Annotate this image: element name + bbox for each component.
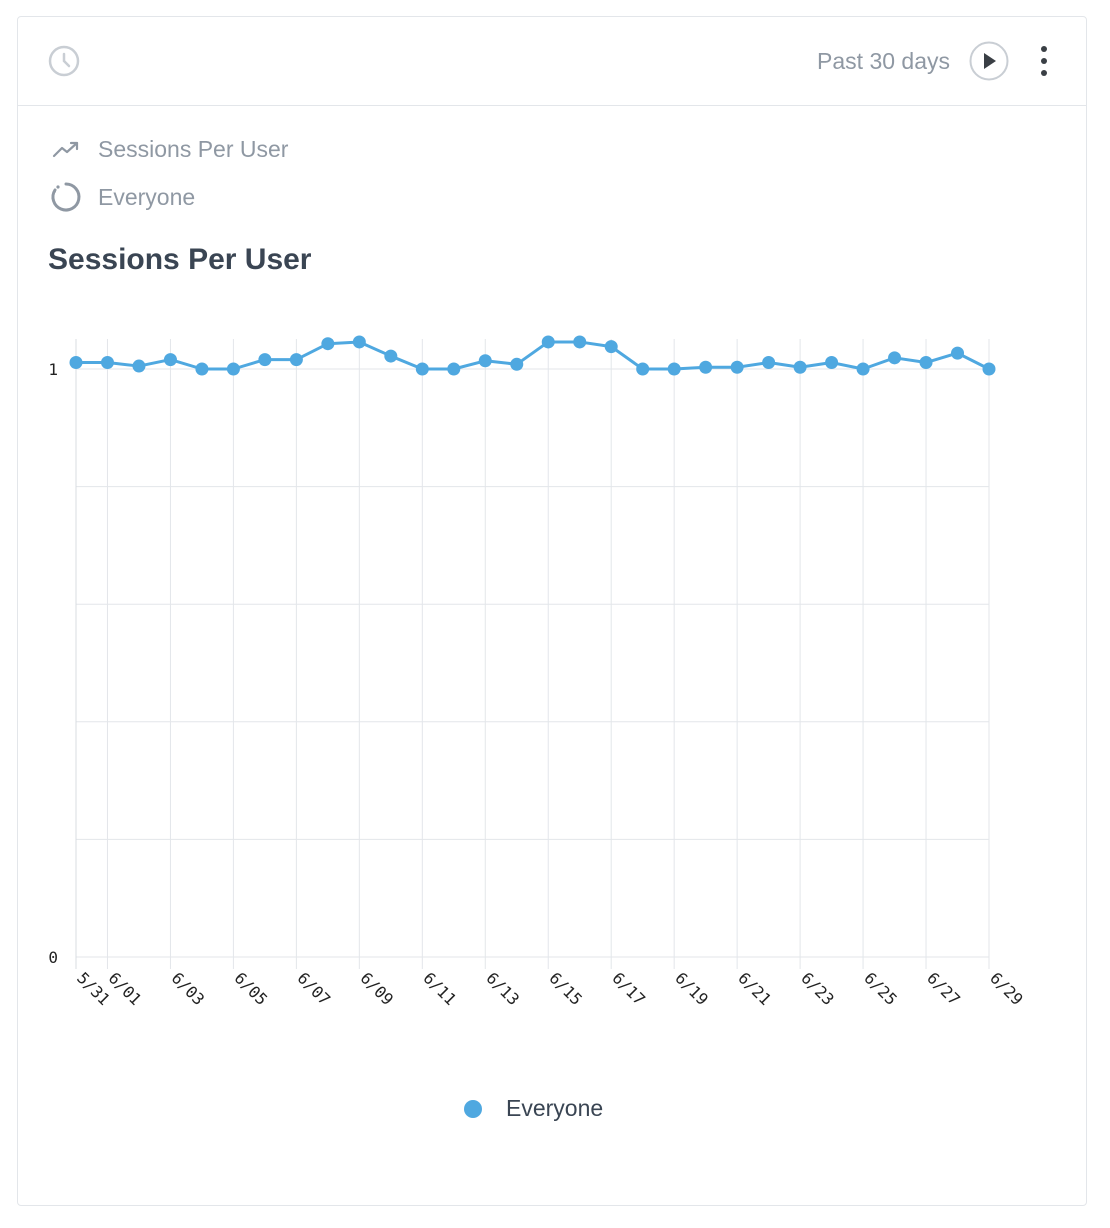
clock-icon[interactable] xyxy=(48,45,80,77)
data-point xyxy=(982,362,996,376)
data-point xyxy=(226,362,240,376)
y-tick-label: 0 xyxy=(48,948,58,967)
chart-legend[interactable]: Everyone xyxy=(464,1095,603,1122)
data-point xyxy=(573,335,587,349)
x-tick-label: 6/15 xyxy=(545,968,586,1009)
x-tick-label: 6/25 xyxy=(860,968,901,1009)
play-icon[interactable] xyxy=(969,41,1009,81)
data-point xyxy=(636,362,650,376)
x-tick-label: 6/23 xyxy=(797,968,838,1009)
data-point xyxy=(384,349,398,363)
data-point xyxy=(762,356,776,370)
x-tick-label: 6/17 xyxy=(608,968,649,1009)
data-point xyxy=(667,362,681,376)
x-axis-ticks: 5/316/01 6/03 6/05 6/07 6/09 6/11 6/13 6/15 6/17… xyxy=(73,968,1027,1009)
card-header: Past 30 days xyxy=(18,17,1086,106)
data-point xyxy=(888,351,902,365)
series-line xyxy=(76,340,990,371)
data-point xyxy=(163,353,177,367)
x-tick-label: 6/29 xyxy=(986,968,1027,1009)
data-point xyxy=(447,362,461,376)
data-point xyxy=(195,362,209,376)
data-point xyxy=(541,335,555,349)
x-tick-label: 6/11 xyxy=(419,968,460,1009)
data-point xyxy=(132,359,146,373)
data-point xyxy=(699,360,713,374)
x-tick-label: 6/07 xyxy=(294,968,335,1009)
x-tick-label: 5/31 xyxy=(73,968,114,1009)
data-point xyxy=(100,356,114,370)
series-everyone xyxy=(69,335,996,376)
data-point xyxy=(856,362,870,376)
metric-row: Sessions Per User xyxy=(48,131,288,167)
x-tick-label: 6/09 xyxy=(357,968,398,1009)
segment-label: Everyone xyxy=(98,183,196,210)
x-tick-label: 6/01 xyxy=(105,968,146,1009)
more-vertical-icon[interactable] xyxy=(1032,41,1056,81)
segment-circle-icon xyxy=(48,179,84,215)
segment-row: Everyone xyxy=(48,179,195,215)
x-tick-label: 6/27 xyxy=(923,968,964,1009)
data-point xyxy=(478,354,492,368)
data-point xyxy=(793,360,807,374)
data-point xyxy=(730,360,744,374)
x-tick-label: 6/13 xyxy=(482,968,523,1009)
data-point xyxy=(321,337,335,351)
trend-line-icon xyxy=(48,131,84,167)
x-tick-label: 6/21 xyxy=(734,968,775,1009)
data-point xyxy=(415,362,429,376)
data-point xyxy=(258,353,272,367)
x-tick-label: 6/05 xyxy=(231,968,272,1009)
chart-title: Sessions Per User xyxy=(48,243,312,276)
legend-label: Everyone xyxy=(506,1095,604,1121)
time-range-label[interactable]: Past 30 days xyxy=(817,48,950,74)
data-point xyxy=(951,346,965,360)
data-point xyxy=(289,353,303,367)
metric-label: Sessions Per User xyxy=(98,135,289,162)
line-chart: 01 5/316/01 6/03 6/05 6/07 6/09 6/11 6/13 6/15 6… xyxy=(48,335,1027,1009)
chart-grid xyxy=(75,339,990,969)
x-tick-label: 6/03 xyxy=(168,968,209,1009)
data-point xyxy=(604,340,618,354)
data-point xyxy=(919,356,933,370)
data-point xyxy=(352,335,366,349)
x-tick-label: 6/19 xyxy=(671,968,712,1009)
data-point xyxy=(510,357,524,371)
chart-card: Past 30 days Sessions Per User xyxy=(17,16,1087,1206)
legend-marker xyxy=(464,1099,482,1118)
data-point xyxy=(69,356,83,370)
y-tick-label: 1 xyxy=(48,360,58,379)
y-axis-ticks: 01 xyxy=(48,360,58,967)
data-point xyxy=(825,356,839,370)
